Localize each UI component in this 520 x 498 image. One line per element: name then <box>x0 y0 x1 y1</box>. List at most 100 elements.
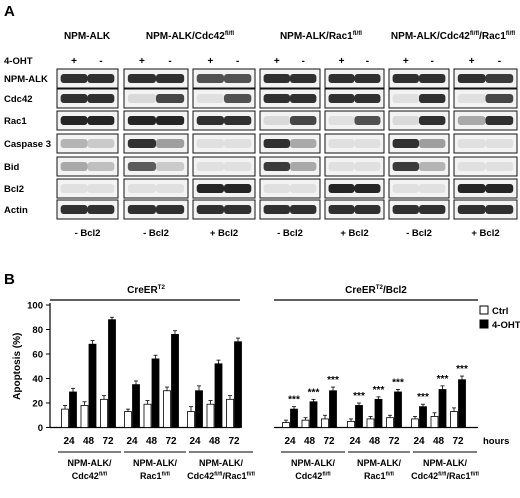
treatment-plus: + <box>339 56 345 67</box>
significance-marker: *** <box>437 374 449 385</box>
x-axis-title: hours <box>483 436 509 447</box>
blot-band <box>290 205 317 214</box>
bar-4oht <box>355 405 363 428</box>
bar-4oht <box>88 343 97 428</box>
bar-ctrl <box>347 420 355 428</box>
bar-ctrl <box>163 390 171 428</box>
blot-band <box>328 116 355 125</box>
genotype-label: Cdc42fl/fl/Rac1fl/fl <box>187 471 255 481</box>
bar-ctrl <box>61 408 69 428</box>
blot-band <box>457 205 486 214</box>
significance-marker: *** <box>353 391 365 402</box>
blot-band <box>419 74 446 83</box>
blot-band <box>224 184 252 193</box>
blot-band <box>485 116 514 125</box>
x-tick-label: 48 <box>209 436 221 447</box>
group-title: CreERT2 <box>127 284 165 296</box>
treatment-plus: + <box>139 56 145 67</box>
x-tick-label: 48 <box>433 436 445 447</box>
blot-band <box>196 74 224 83</box>
bar-4oht <box>438 389 447 428</box>
blot-band <box>419 94 446 103</box>
blot-band <box>419 205 446 214</box>
treatment-label: 4-OHT <box>4 56 33 67</box>
group-title: CreERT2/Bcl2 <box>345 284 407 296</box>
blot-band <box>196 139 224 148</box>
blot-band <box>60 139 88 148</box>
blot-band <box>457 184 486 193</box>
blot-band <box>419 162 446 171</box>
blot-band <box>419 184 446 193</box>
bar-ctrl <box>321 418 329 428</box>
blot-band <box>60 162 88 171</box>
genotype-label: Rac1fl/fl <box>364 471 394 481</box>
blot-band <box>457 162 486 171</box>
blot-group-header: NPM-ALK/Rac1fl/fl <box>280 30 362 42</box>
y-tick-label: 100 <box>27 301 43 312</box>
blot-band <box>196 184 224 193</box>
bar-ctrl <box>206 403 215 428</box>
blot-band <box>457 116 486 125</box>
bcl2-condition-label: - Bcl2 <box>143 228 169 239</box>
blot-band <box>290 94 317 103</box>
blot-band <box>156 74 185 83</box>
blot-band <box>127 205 156 214</box>
bar-4oht <box>290 408 298 428</box>
blot-band <box>127 162 156 171</box>
legend-label: 4-OHT <box>492 320 520 331</box>
bar-4oht <box>309 401 318 428</box>
blot-band <box>392 94 419 103</box>
genotype-label: NPM-ALK/ <box>133 458 177 468</box>
bar-4oht <box>329 390 337 428</box>
blot-band <box>127 94 156 103</box>
x-tick-label: 48 <box>369 436 381 447</box>
blot-band <box>224 74 252 83</box>
blot-band <box>224 205 252 214</box>
treatment-plus: + <box>469 56 475 67</box>
blot-band <box>196 162 224 171</box>
blot-band <box>87 139 115 148</box>
significance-marker: *** <box>373 385 385 396</box>
panel-a-letter: A <box>4 3 15 20</box>
western-blot-panel: A NPM-ALK NPM-ALK/Cdc42fl/fl NPM-ALK/Rac1fl… <box>4 3 518 239</box>
bar-ctrl <box>282 422 290 428</box>
blot-band <box>224 116 252 125</box>
blot-band <box>263 139 290 148</box>
blot-band <box>392 139 419 148</box>
treatment-minus: - <box>366 56 369 67</box>
blot-row-label: Bcl2 <box>4 184 24 195</box>
significance-marker: *** <box>327 375 339 386</box>
x-tick-label: 24 <box>126 436 138 447</box>
legend-swatch <box>479 305 489 315</box>
bar-ctrl <box>226 398 234 428</box>
y-tick-label: 0 <box>38 423 43 434</box>
blot-band <box>457 139 486 148</box>
blot-band <box>127 139 156 148</box>
treatment-minus: - <box>431 56 434 67</box>
blot-band <box>485 162 514 171</box>
significance-marker: *** <box>417 392 429 403</box>
y-tick-label: 80 <box>32 325 43 336</box>
blot-band <box>224 94 252 103</box>
bcl2-condition-label: - Bcl2 <box>75 228 101 239</box>
bar-ctrl <box>386 417 394 428</box>
blot-band <box>328 74 355 83</box>
blot-band <box>196 94 224 103</box>
blot-band <box>156 116 185 125</box>
bar-4oht <box>394 391 402 428</box>
bar-4oht <box>458 379 466 428</box>
x-tick-label: 24 <box>349 436 361 447</box>
treatment-minus: - <box>302 56 305 67</box>
blot-row-label: Caspase 3 <box>4 139 51 150</box>
y-tick-label: 40 <box>32 374 43 385</box>
bar-4oht <box>151 358 160 428</box>
blot-band <box>392 74 419 83</box>
blot-band <box>485 139 514 148</box>
blot-band <box>263 74 290 83</box>
blot-group-header: NPM-ALK <box>64 31 111 42</box>
x-tick-label: 72 <box>452 436 464 447</box>
blot-band <box>263 184 290 193</box>
blot-band <box>87 74 115 83</box>
bar-4oht <box>195 390 203 428</box>
